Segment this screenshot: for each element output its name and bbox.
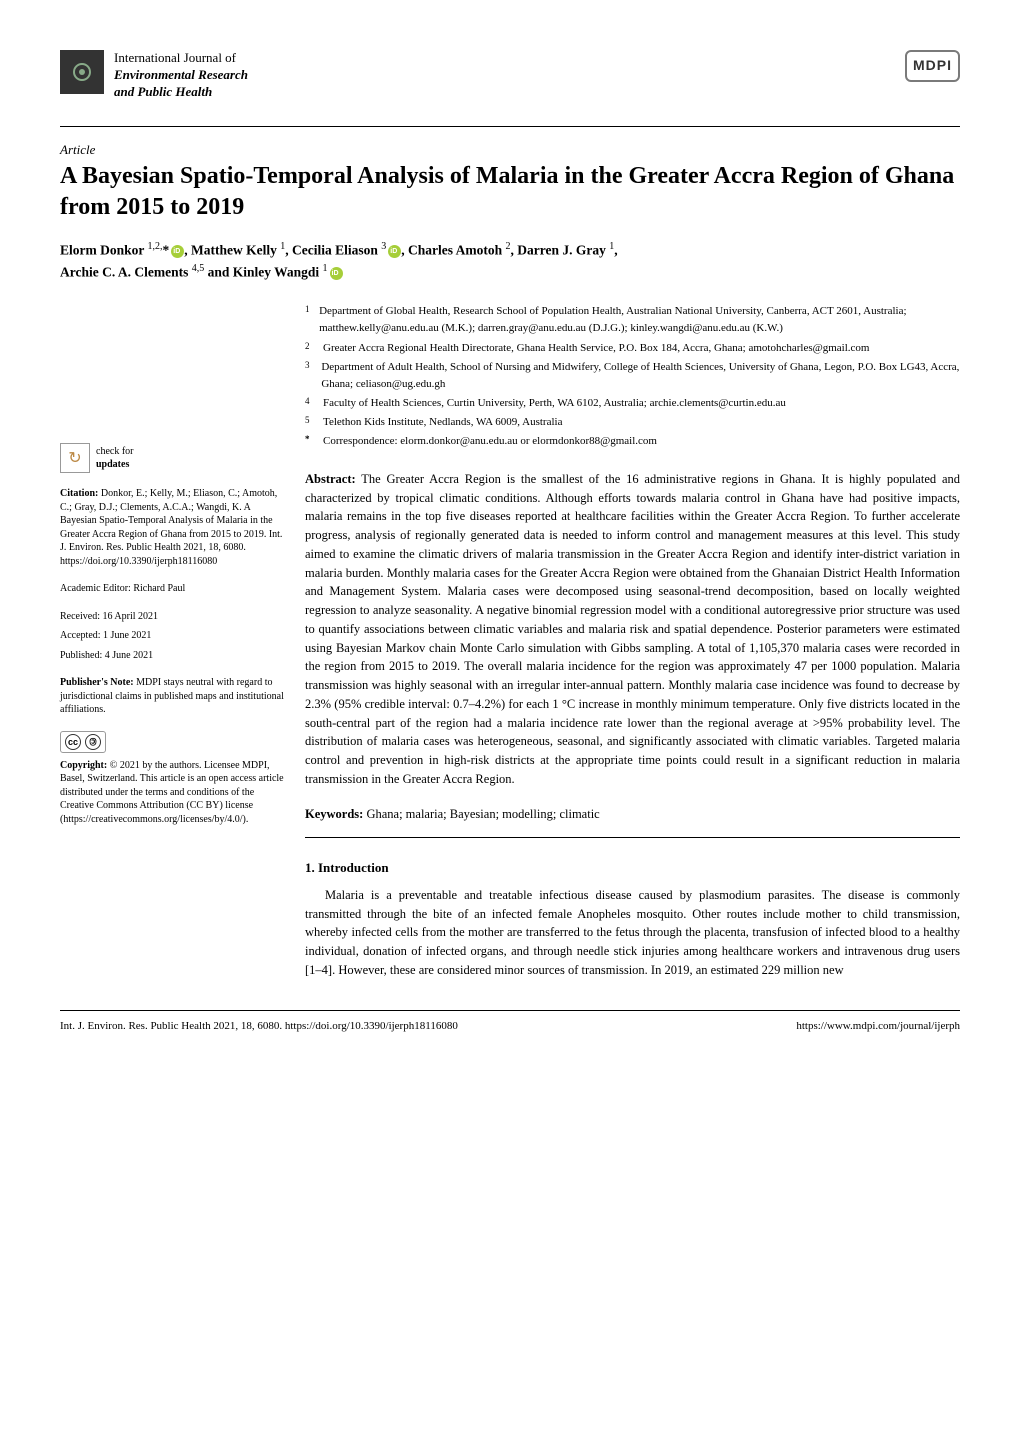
keywords-rule [305,837,960,838]
check-updates-icon: ↻ [60,443,90,473]
by-icon: 🄯 [85,734,101,750]
footer-right: https://www.mdpi.com/journal/ijerph [796,1019,960,1034]
intro-paragraph: Malaria is a preventable and treatable i… [305,886,960,980]
aff-num: 5 [305,414,315,431]
check-updates-badge[interactable]: ↻ check for updates [60,443,285,473]
aff-num: 2 [305,340,315,357]
cc-icon: cc [65,734,81,750]
aff-text: Department of Global Health, Research Sc… [319,303,960,337]
orcid-icon [171,245,184,258]
journal-name-line1: International Journal of [114,50,236,65]
published-date: 4 June 2021 [105,650,153,661]
copyright-label: Copyright: [60,760,107,771]
check-text: check for [96,446,133,457]
keywords-label: Keywords: [305,807,363,821]
check-updates-text: check for updates [96,445,133,472]
footer-left: Int. J. Environ. Res. Public Health 2021… [60,1019,458,1034]
page-footer: Int. J. Environ. Res. Public Health 2021… [60,1010,960,1034]
note-label: Publisher's Note: [60,677,134,688]
main-column: 1Department of Global Health, Research S… [305,303,960,979]
citation-text: Donkor, E.; Kelly, M.; Eliason, C.; Amot… [60,488,282,567]
affiliation-row: 4 Faculty of Health Sciences, Curtin Univ… [305,395,960,412]
aff-num: 3 [305,359,313,393]
article-type: Article [60,141,960,159]
editor-name: Richard Paul [133,583,185,594]
top-rule [60,126,960,127]
aff-text: Department of Adult Health, School of Nu… [321,359,960,393]
citation-label: Citation: [60,488,98,499]
keywords-text: Ghana; malaria; Bayesian; modelling; cli… [363,807,599,821]
citation-block: Citation: Donkor, E.; Kelly, M.; Eliason… [60,487,285,568]
received-label: Received: [60,611,102,622]
affiliation-row: * Correspondence: elorm.donkor@anu.edu.au… [305,433,960,450]
two-column-layout: ↻ check for updates Citation: Donkor, E.… [60,303,960,979]
journal-logo-icon [60,50,104,94]
publisher-note-block: Publisher's Note: MDPI stays neutral wit… [60,676,285,717]
affiliation-row: 1Department of Global Health, Research S… [305,303,960,337]
abstract-block: Abstract: The Greater Accra Region is th… [305,470,960,789]
accepted-date: 1 June 2021 [103,630,151,641]
aff-text: Correspondence: elorm.donkor@anu.edu.au … [323,433,657,450]
authors-line: Elorm Donkor 1,2,*, Matthew Kelly 1, Cec… [60,239,960,283]
aff-text: Telethon Kids Institute, Nedlands, WA 60… [323,414,562,431]
aff-num: * [305,433,315,450]
journal-title: International Journal of Environmental R… [114,50,248,101]
paper-title: A Bayesian Spatio-Temporal Analysis of M… [60,161,960,223]
accepted-label: Accepted: [60,630,103,641]
editor-label: Academic Editor: [60,583,133,594]
dates-block: Received: 16 April 2021 Accepted: 1 June… [60,610,285,663]
license-block: cc 🄯 Copyright: © 2021 by the authors. L… [60,731,285,827]
aff-num: 4 [305,395,315,412]
journal-name-line2: Environmental Research [114,67,248,82]
affiliation-row: 2 Greater Accra Regional Health Directora… [305,340,960,357]
section-heading: 1. Introduction [305,858,960,878]
sidebar: ↻ check for updates Citation: Donkor, E.… [60,303,285,979]
editor-block: Academic Editor: Richard Paul [60,582,285,596]
aff-text: Faculty of Health Sciences, Curtin Unive… [323,395,786,412]
keywords-block: Keywords: Ghana; malaria; Bayesian; mode… [305,805,960,824]
orcid-icon [330,267,343,280]
affiliation-row: 3Department of Adult Health, School of N… [305,359,960,393]
affiliation-row: 5 Telethon Kids Institute, Nedlands, WA 6… [305,414,960,431]
aff-num: 1 [305,303,311,337]
affiliations: 1Department of Global Health, Research S… [305,303,960,449]
journal-name-line3: and Public Health [114,84,212,99]
published-label: Published: [60,650,105,661]
received-date: 16 April 2021 [102,611,158,622]
abstract-label: Abstract: [305,472,356,486]
cc-badge: cc 🄯 [60,731,106,753]
orcid-icon [388,245,401,258]
abstract-text: The Greater Accra Region is the smallest… [305,472,960,786]
publisher-logo: MDPI [905,50,960,82]
updates-text: updates [96,459,129,470]
aff-text: Greater Accra Regional Health Directorat… [323,340,870,357]
journal-block: International Journal of Environmental R… [60,50,248,101]
header-row: International Journal of Environmental R… [60,50,960,101]
